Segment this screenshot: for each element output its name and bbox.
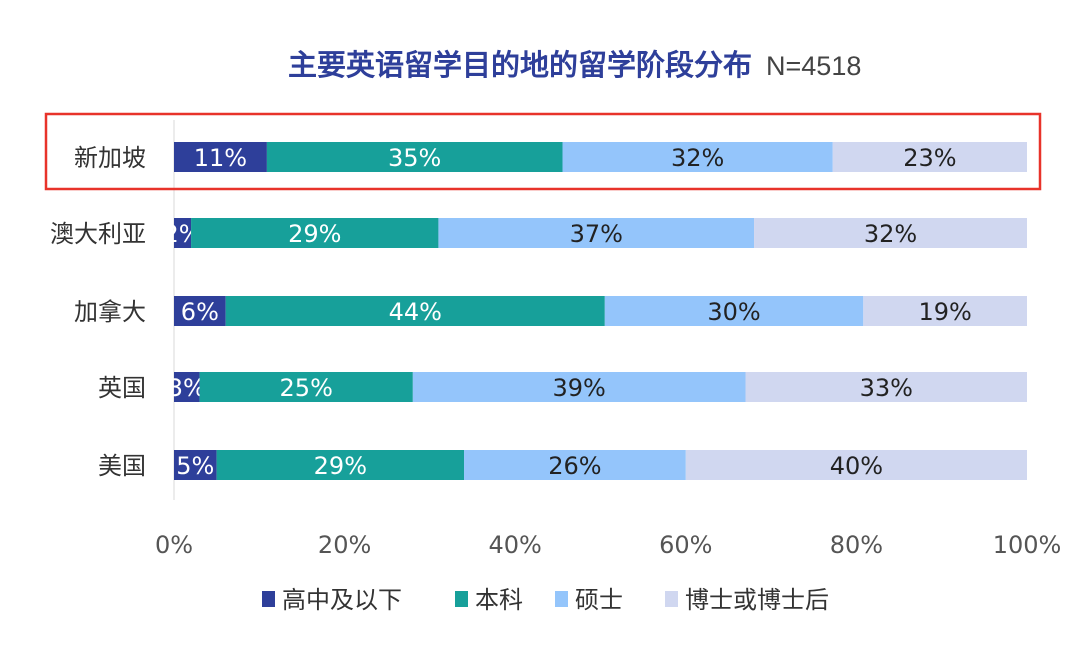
data-label: 44% xyxy=(389,298,442,326)
x-tick-label: 0% xyxy=(155,531,193,559)
bar-segment xyxy=(174,372,200,402)
bar-segment xyxy=(745,372,1027,402)
category-label: 澳大利亚 xyxy=(50,220,146,248)
category-label: 美国 xyxy=(98,452,146,480)
data-label: 33% xyxy=(860,374,913,402)
bar-segment xyxy=(225,296,605,326)
category-label: 加拿大 xyxy=(74,298,146,326)
bar-segment xyxy=(562,142,833,172)
data-label: 26% xyxy=(548,452,601,480)
category-label: 英国 xyxy=(98,374,146,402)
bar-segment xyxy=(174,450,217,480)
bar-segment xyxy=(464,450,686,480)
bar-segment xyxy=(438,218,755,248)
data-label: 39% xyxy=(553,374,606,402)
bar-segment xyxy=(754,218,1027,248)
x-tick-label: 20% xyxy=(318,531,371,559)
bar-segment xyxy=(174,296,226,326)
bar-segment xyxy=(863,296,1027,326)
data-label: 5% xyxy=(176,452,214,480)
bar-segment xyxy=(412,372,746,402)
data-label: 25% xyxy=(280,374,333,402)
x-tick-label: 100% xyxy=(993,531,1062,559)
data-label: 37% xyxy=(570,220,623,248)
bar-segment xyxy=(266,142,563,172)
bar-segment xyxy=(199,372,413,402)
bar-segment xyxy=(604,296,864,326)
legend-swatch xyxy=(455,591,468,607)
data-label: 32% xyxy=(864,220,917,248)
x-tick-label: 60% xyxy=(659,531,712,559)
legend-label: 本科 xyxy=(475,586,523,614)
bar-segment xyxy=(174,218,192,248)
data-label: 29% xyxy=(288,220,341,248)
data-label: 19% xyxy=(918,298,971,326)
category-label: 新加坡 xyxy=(74,144,146,172)
data-label: 32% xyxy=(671,144,724,172)
data-label: 29% xyxy=(314,452,367,480)
data-label: 40% xyxy=(830,452,883,480)
sample-size: N=4518 xyxy=(766,51,862,81)
legend-label: 硕士 xyxy=(575,586,623,614)
data-label: 23% xyxy=(903,144,956,172)
data-label: 6% xyxy=(181,298,219,326)
bar-segment xyxy=(216,450,465,480)
highlight-box xyxy=(44,112,1042,191)
data-label: 35% xyxy=(388,144,441,172)
bar-segment xyxy=(191,218,439,248)
data-label: 3% xyxy=(168,374,206,402)
bar-segment xyxy=(832,142,1027,172)
legend-label: 博士或博士后 xyxy=(685,586,829,614)
bar-segment xyxy=(174,142,267,172)
chart-title: 主要英语留学目的地的留学阶段分布 N=4518 xyxy=(288,42,861,84)
data-label: 11% xyxy=(194,144,247,172)
title-text: 主要英语留学目的地的留学阶段分布 xyxy=(288,48,753,82)
x-tick-label: 80% xyxy=(830,531,883,559)
data-label: 30% xyxy=(707,298,760,326)
legend-label: 高中及以下 xyxy=(282,586,402,614)
bar-segment xyxy=(685,450,1027,480)
legend-swatch xyxy=(555,591,568,607)
legend-swatch xyxy=(665,591,678,607)
x-tick-label: 40% xyxy=(489,531,542,559)
legend-swatch xyxy=(262,591,275,607)
